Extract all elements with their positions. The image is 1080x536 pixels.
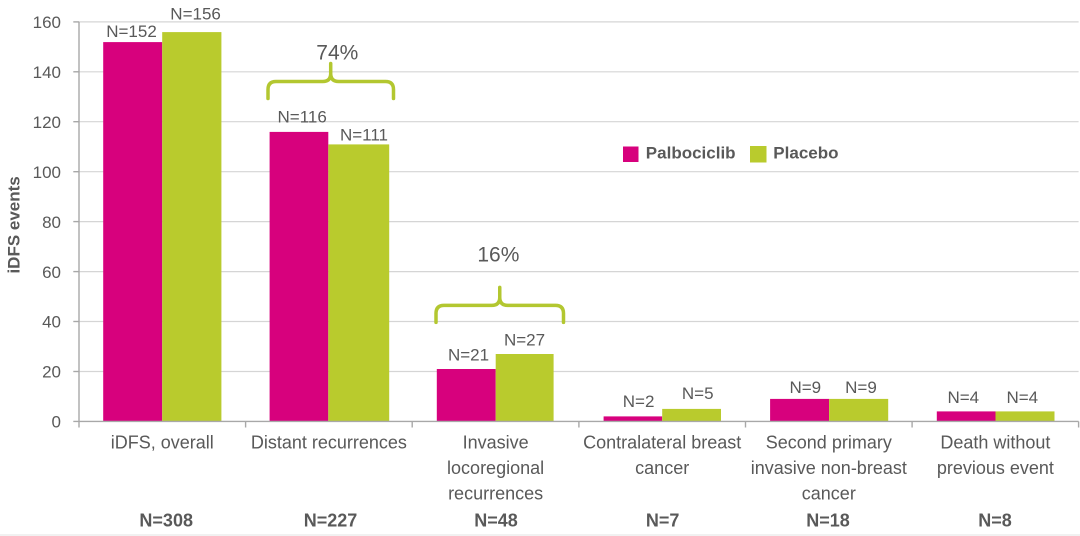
svg-text:40: 40 bbox=[42, 313, 61, 332]
svg-text:Distant recurrences: Distant recurrences bbox=[251, 432, 407, 452]
svg-text:N=21: N=21 bbox=[448, 346, 489, 365]
svg-text:N=4: N=4 bbox=[947, 388, 979, 407]
svg-text:160: 160 bbox=[33, 13, 61, 32]
svg-text:Placebo: Placebo bbox=[773, 144, 838, 163]
svg-text:16%: 16% bbox=[477, 244, 519, 267]
svg-text:N=8: N=8 bbox=[978, 510, 1012, 530]
svg-text:74%: 74% bbox=[316, 42, 358, 65]
svg-text:100: 100 bbox=[33, 163, 61, 182]
svg-text:N=156: N=156 bbox=[170, 5, 221, 24]
svg-text:N=111: N=111 bbox=[340, 125, 388, 144]
svg-text:N=5: N=5 bbox=[682, 384, 714, 403]
svg-text:N=2: N=2 bbox=[623, 392, 655, 411]
svg-text:N=4: N=4 bbox=[1006, 388, 1038, 407]
svg-text:140: 140 bbox=[33, 63, 61, 82]
svg-text:60: 60 bbox=[42, 263, 61, 282]
svg-text:N=27: N=27 bbox=[504, 331, 545, 350]
svg-text:N=227: N=227 bbox=[304, 510, 358, 530]
svg-text:120: 120 bbox=[33, 113, 61, 132]
svg-text:N=9: N=9 bbox=[845, 378, 877, 397]
svg-text:N=116: N=116 bbox=[278, 108, 327, 127]
svg-text:Palbociclib: Palbociclib bbox=[646, 144, 736, 163]
svg-text:N=152: N=152 bbox=[106, 22, 157, 41]
svg-text:N=18: N=18 bbox=[806, 510, 850, 530]
svg-text:iDFS events: iDFS events bbox=[5, 176, 24, 273]
svg-text:N=9: N=9 bbox=[789, 378, 821, 397]
svg-text:0: 0 bbox=[52, 413, 61, 432]
svg-text:80: 80 bbox=[42, 213, 61, 232]
svg-text:20: 20 bbox=[42, 363, 61, 382]
svg-text:N=308: N=308 bbox=[139, 510, 193, 530]
svg-text:N=48: N=48 bbox=[474, 510, 518, 530]
svg-text:iDFS, overall: iDFS, overall bbox=[111, 432, 214, 452]
svg-text:N=7: N=7 bbox=[646, 510, 680, 530]
